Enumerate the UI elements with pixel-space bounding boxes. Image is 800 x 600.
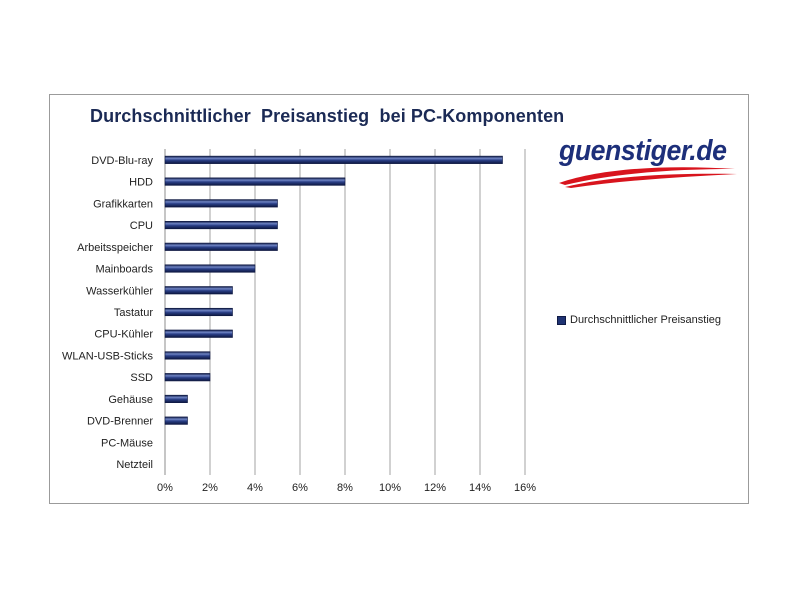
category-label: Wasserkühler [86, 285, 153, 297]
legend-swatch [557, 315, 566, 325]
x-tick-label: 6% [292, 482, 308, 494]
bar [164, 177, 346, 186]
category-label: Mainboards [96, 264, 154, 276]
category-label: WLAN-USB-Sticks [62, 350, 154, 362]
category-label: Arbeitsspeicher [77, 242, 153, 254]
x-tick-label: 16% [514, 482, 536, 494]
bar [164, 307, 233, 317]
category-label: DVD-Brenner [87, 416, 153, 428]
x-tick-label: 4% [247, 482, 263, 494]
x-axis-tick-labels: 0% 2% 4% 6% 8% 10% 12% 14% 16% [157, 482, 536, 494]
logo-swoosh-icon [559, 167, 737, 188]
bar [164, 329, 233, 338]
chart-frame: Durchschnittlicher Preisanstieg bei PC-K… [49, 94, 749, 504]
category-label: CPU-Kühler [94, 329, 153, 341]
category-label: PC-Mäuse [101, 437, 153, 449]
legend: Durchschnittlicher Preisanstieg [557, 314, 721, 326]
category-label: SSD [130, 372, 153, 384]
x-tick-label: 8% [337, 482, 353, 494]
category-label: DVD-Blu-ray [91, 155, 153, 167]
category-label: Tastatur [114, 307, 153, 319]
x-tick-label: 0% [157, 482, 173, 494]
category-label: HDD [129, 177, 153, 189]
bar [164, 155, 503, 164]
bar [164, 286, 233, 295]
x-tick-label: 2% [202, 482, 218, 494]
grid-lines [164, 149, 526, 475]
bar [164, 264, 256, 273]
bar [164, 416, 188, 425]
bar [164, 242, 278, 251]
logo-text: guenstiger.de [559, 135, 727, 167]
category-label: Gehäuse [108, 394, 153, 406]
chart-title: Durchschnittlicher Preisanstieg bei PC-K… [90, 106, 565, 126]
x-tick-label: 10% [379, 482, 401, 494]
category-label: Grafikkarten [93, 198, 153, 210]
bar [164, 199, 278, 208]
category-labels: DVD-Blu-ray HDD Grafikkarten CPU Arbeitsspei… [62, 155, 154, 471]
legend-label: Durchschnittlicher Preisanstieg [570, 314, 722, 326]
category-label: Netzteil [116, 459, 153, 471]
bar [164, 221, 278, 230]
x-tick-label: 12% [424, 482, 446, 494]
bar [164, 373, 211, 382]
bar-chart-plot: DVD-Blu-ray HDD Grafikkarten CPU Arbeitsspei… [62, 149, 536, 494]
bar [164, 394, 188, 403]
category-label: CPU [130, 220, 153, 232]
x-tick-label: 14% [469, 482, 491, 494]
bar [164, 351, 211, 360]
bars [164, 155, 503, 425]
guenstiger-logo: guenstiger.de [555, 135, 740, 195]
